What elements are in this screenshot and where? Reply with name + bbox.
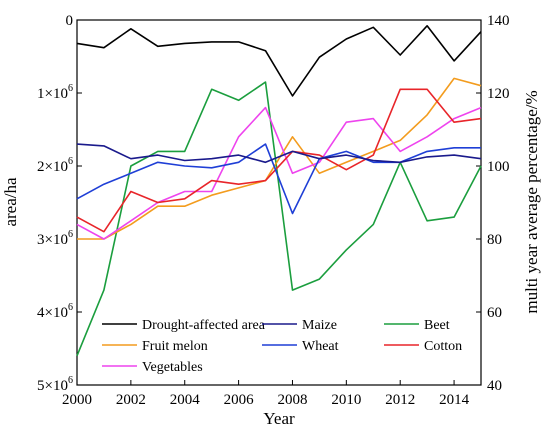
legend-label-maize: Maize [302,318,337,333]
left-axis-title: area/ha [1,177,20,227]
left-tick-exponent: 6 [68,302,73,313]
right-y-axis: 40 60 80 100 120 140 [476,13,510,394]
x-tick-label: 2012 [385,392,415,408]
x-axis: 2000 2002 2004 2006 2008 2010 2012 2014 [62,380,470,408]
right-tick-label: 80 [487,232,502,248]
plot-frame [76,19,482,386]
series-line-drought-affected-area [76,24,482,97]
left-tick-exponent: 6 [68,156,73,167]
left-tick-base: 5×10 [37,378,68,394]
x-tick-label: 2010 [331,392,361,408]
legend-label-cotton: Cotton [424,339,462,354]
plot-area [76,19,482,386]
left-tick-base: 4×10 [37,305,68,321]
left-tick-label: 1×106 [37,83,73,102]
left-tick-base: 2×10 [37,159,68,175]
left-tick-base: 1×10 [37,86,68,102]
x-tick-label: 2014 [439,392,470,408]
legend-label-vegetables: Vegetables [142,360,203,375]
series-line-maize [76,143,482,164]
right-tick-label: 60 [487,305,502,321]
series-line-wheat [76,143,481,215]
legend-label-wheat: Wheat [302,339,339,354]
left-tick-label: 4×106 [37,302,73,321]
right-tick-label: 140 [487,13,510,29]
left-tick-exponent: 6 [68,83,73,94]
series-layer [76,24,482,357]
series-line-beet [76,81,482,357]
legend: Drought-affected area Maize Beet Fruit melo… [102,318,462,375]
x-tick-label: 2006 [224,392,255,408]
left-tick-exponent: 6 [68,229,73,240]
right-tick-label: 40 [487,378,502,394]
legend-label-beet: Beet [424,318,450,333]
series-line-vegetables [76,106,482,240]
left-tick-label: 3×106 [37,229,73,248]
right-axis-title: multi year average percentage/% [522,90,541,313]
series-line-cotton [76,88,482,233]
right-tick-label: 100 [487,159,510,175]
legend-label-drought-affected-area: Drought-affected area [142,318,266,333]
legend-label-fruit-melon: Fruit melon [142,339,208,354]
series-line-fruit-melon [77,77,482,240]
left-tick-base: 3×10 [37,232,68,248]
x-tick-label: 2002 [116,392,146,408]
x-tick-label: 2004 [170,392,201,408]
right-tick-label: 120 [487,86,510,102]
left-tick-label: 5×106 [37,375,73,394]
x-tick-label: 2008 [277,392,307,408]
x-tick-label: 2000 [62,392,92,408]
left-tick-label: 2×106 [37,156,73,175]
x-axis-title: Year [263,409,295,428]
left-tick-exponent: 6 [68,375,73,386]
left-tick-label: 0 [66,13,74,29]
